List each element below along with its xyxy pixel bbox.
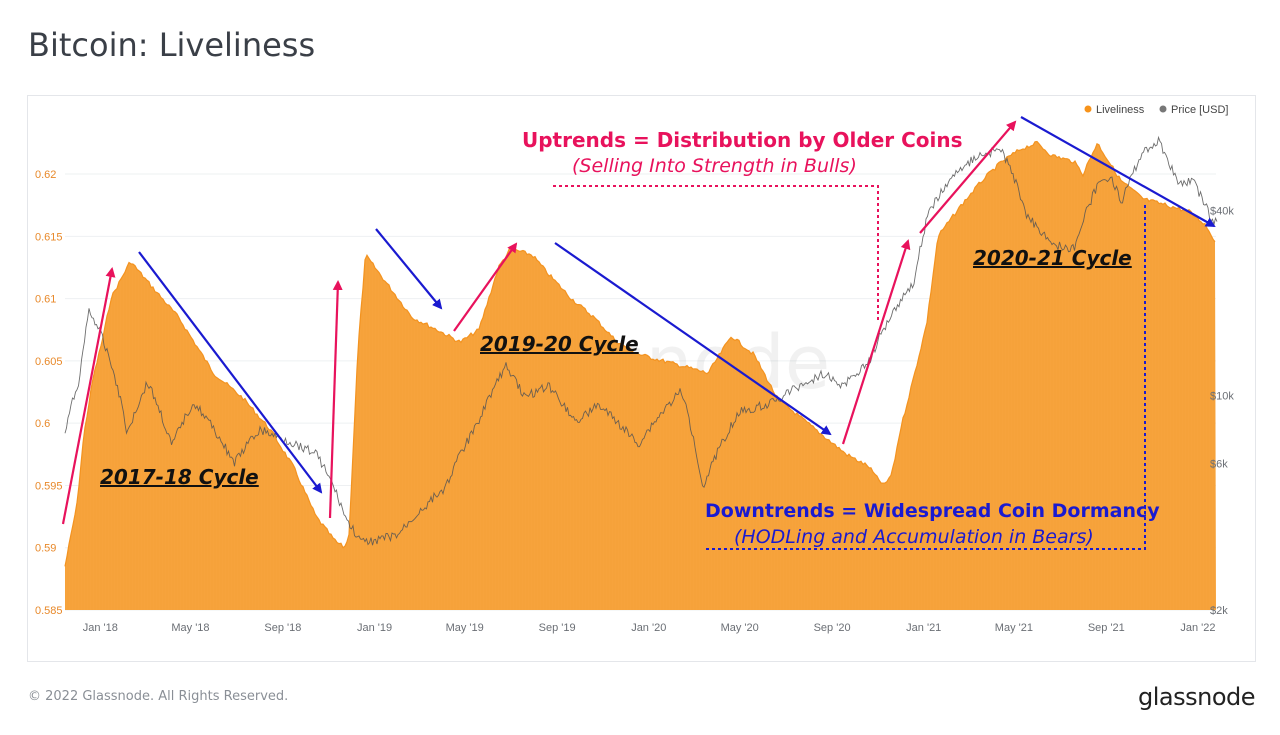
x-tick-label: Jan '19 xyxy=(357,622,392,634)
uptrend-guide-dotted xyxy=(553,185,879,323)
downtrends-subtitle: (HODLing and Accumulation in Bears) xyxy=(734,526,1094,548)
x-tick-label: May '21 xyxy=(995,622,1033,634)
y-left-tick-label: 0.615 xyxy=(35,231,63,243)
legend-swatch xyxy=(1159,105,1167,113)
uptrend-arrow xyxy=(328,280,343,519)
liveliness-chart: glassnode 0.5850.590.5950.60.6050.610.61… xyxy=(35,104,1234,634)
downtrend-guide-dotted xyxy=(706,202,1146,550)
x-tick-label: Jan '18 xyxy=(83,622,118,634)
glassnode-logo: glassnode xyxy=(1137,683,1256,711)
legend-label[interactable]: Price [USD] xyxy=(1171,104,1228,116)
y-left-tick-label: 0.585 xyxy=(35,605,63,617)
page-title: Bitcoin: Liveliness xyxy=(28,26,316,64)
y-left-tick-label: 0.605 xyxy=(35,356,63,368)
uptrend-arrow xyxy=(61,267,116,525)
axis-labels: 0.585 0.59 0.595 0.6 0.605 0.61 0.615 0.62 $2k $6… xyxy=(35,169,1234,634)
downtrend-arrow xyxy=(554,242,832,436)
price-series-line xyxy=(64,135,1218,546)
cycle-label-2020: 2020-21 Cycle xyxy=(973,246,1132,270)
x-tick-label: Jan '20 xyxy=(631,622,666,634)
liveliness-series-edge xyxy=(64,140,1216,567)
x-tick-label: Sep '21 xyxy=(1088,622,1125,634)
y-left-tick-label: 0.595 xyxy=(35,480,63,492)
uptrend-arrow xyxy=(453,242,518,332)
x-tick-label: Jan '21 xyxy=(906,622,941,634)
cycle-label-2019: 2019-20 Cycle xyxy=(480,332,639,356)
y-right-tick-label: $40k xyxy=(1210,205,1234,217)
y-left-tick-label: 0.61 xyxy=(35,294,56,306)
legend-swatch xyxy=(1084,105,1092,113)
x-tick-label: Sep '19 xyxy=(539,622,576,634)
y-right-tick-label: $6k xyxy=(1210,458,1228,470)
x-tick-label: May '20 xyxy=(721,622,759,634)
x-tick-label: Sep '20 xyxy=(814,622,851,634)
uptrends-subtitle: (Selling Into Strength in Bulls) xyxy=(572,155,857,177)
downtrend-arrow xyxy=(375,228,443,310)
y-left-tick-label: 0.59 xyxy=(35,543,56,555)
downtrends-title: Downtrends = Widespread Coin Dormancy xyxy=(705,500,1160,522)
y-right-tick-label: $2k xyxy=(1210,605,1228,617)
chart-panel: glassnode 0.5850.590.5950.60.6050.610.61… xyxy=(27,95,1256,662)
uptrend-arrow xyxy=(841,239,911,445)
legend: Liveliness Price [USD] xyxy=(1084,104,1228,116)
y-right-tick-label: $10k xyxy=(1210,390,1234,402)
legend-label[interactable]: Liveliness xyxy=(1096,104,1145,116)
downtrend-arrow xyxy=(1020,116,1216,227)
copyright: © 2022 Glassnode. All Rights Reserved. xyxy=(28,689,289,704)
x-tick-label: Sep '18 xyxy=(264,622,301,634)
uptrends-title: Uptrends = Distribution by Older Coins xyxy=(522,128,963,152)
y-left-tick-label: 0.6 xyxy=(35,418,50,430)
cycle-label-2017: 2017-18 Cycle xyxy=(100,465,259,489)
x-tick-label: Jan '22 xyxy=(1180,622,1215,634)
x-tick-label: May '19 xyxy=(446,622,484,634)
x-tick-label: May '18 xyxy=(171,622,209,634)
uptrend-arrow xyxy=(919,120,1017,234)
downtrend-arrow xyxy=(138,251,323,494)
liveliness-series-area xyxy=(65,141,1216,610)
y-left-tick-label: 0.62 xyxy=(35,169,56,181)
